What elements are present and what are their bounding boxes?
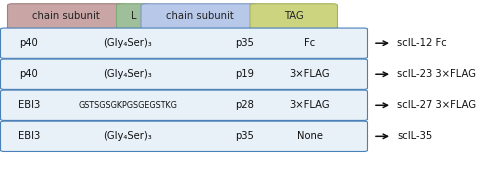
Text: chain subunit: chain subunit [32, 11, 100, 21]
Text: scIL-35: scIL-35 [397, 131, 432, 141]
Text: TAG: TAG [284, 11, 304, 21]
Text: Fc: Fc [304, 38, 316, 48]
Text: EBI3: EBI3 [18, 100, 40, 110]
FancyBboxPatch shape [0, 121, 368, 151]
Text: p40: p40 [20, 38, 38, 48]
FancyBboxPatch shape [0, 28, 368, 58]
Text: 3×FLAG: 3×FLAG [290, 69, 331, 79]
Text: EBI3: EBI3 [18, 131, 40, 141]
FancyBboxPatch shape [0, 59, 368, 89]
Text: (Gly₄Ser)₃: (Gly₄Ser)₃ [103, 69, 152, 79]
Text: p28: p28 [236, 100, 255, 110]
Text: scIL-27 3×FLAG: scIL-27 3×FLAG [397, 100, 476, 110]
Text: scIL-23 3×FLAG: scIL-23 3×FLAG [397, 69, 476, 79]
Text: 3×FLAG: 3×FLAG [290, 100, 331, 110]
Text: GSTSGSGKPGSGEGSTKG: GSTSGSGKPGSGEGSTKG [78, 101, 177, 110]
Text: chain subunit: chain subunit [166, 11, 234, 21]
Text: p35: p35 [236, 131, 255, 141]
Text: (Gly₄Ser)₃: (Gly₄Ser)₃ [103, 131, 152, 141]
Text: L: L [130, 11, 136, 21]
FancyBboxPatch shape [8, 4, 125, 29]
Text: p35: p35 [236, 38, 255, 48]
Text: scIL-12 Fc: scIL-12 Fc [397, 38, 447, 48]
Text: None: None [297, 131, 323, 141]
FancyBboxPatch shape [116, 4, 150, 29]
Text: p19: p19 [236, 69, 255, 79]
Text: p40: p40 [20, 69, 38, 79]
FancyBboxPatch shape [141, 4, 258, 29]
FancyBboxPatch shape [250, 4, 338, 29]
FancyBboxPatch shape [0, 90, 368, 120]
Text: (Gly₄Ser)₃: (Gly₄Ser)₃ [103, 38, 152, 48]
